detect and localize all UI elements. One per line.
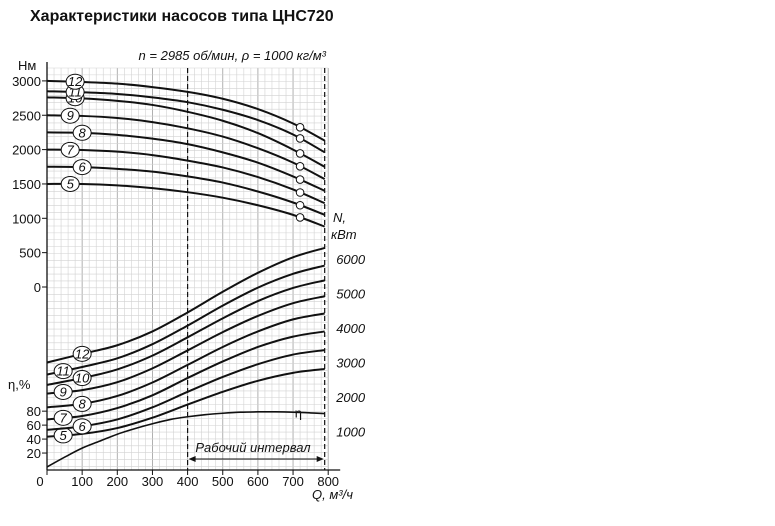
power-tick-label: 3000 [336, 356, 366, 371]
power-curve-label-6-bubble [72, 418, 92, 435]
power-tick-label: 2000 [335, 390, 366, 405]
head-curve-label-7-bubble [60, 141, 80, 158]
design-point-12 [295, 123, 305, 132]
head-curve-6 [46, 165, 326, 216]
head-curve-label-9: 9 [67, 108, 74, 123]
power-curve-label-8-bubble [72, 395, 92, 412]
power-curve-label-6: 6 [79, 419, 87, 434]
eff-tick-label: 40 [27, 432, 41, 447]
power-tick-label: 6000 [336, 252, 366, 267]
efficiency-curve-label: η [295, 405, 302, 420]
power-curve-label-7-bubble [53, 409, 73, 426]
head-curve-12 [46, 79, 326, 142]
head-curve-label-9-bubble [60, 107, 80, 124]
power-curve-label-5: 5 [60, 428, 68, 443]
eff-tick-label: 20 [27, 446, 41, 461]
chart-title: Характеристики насосов типа ЦНС720 [30, 8, 334, 25]
x-tick-label: 200 [106, 474, 128, 489]
power-curve-7 [46, 330, 325, 421]
working-range-label: Рабочий интервал [195, 440, 311, 455]
x-tick-label: 400 [177, 474, 199, 489]
power-curve-label-12-bubble [72, 345, 92, 362]
power-axis-label-line2: кВт [331, 227, 357, 242]
x-tick-label: 100 [71, 474, 93, 489]
head-tick-label: 2000 [12, 143, 41, 158]
subtitle: n = 2985 об/мин, ρ = 1000 кг/м³ [139, 48, 327, 63]
head-tick-label: 0 [34, 280, 41, 295]
power-curve-label-8: 8 [79, 396, 87, 411]
power-curve-label-10: 10 [75, 371, 90, 386]
head-curve-label-6-bubble [72, 159, 92, 176]
head-curve-label-7: 7 [67, 142, 75, 157]
head-tick-label: 2500 [12, 108, 41, 123]
power-curve-label-11: 11 [56, 364, 70, 379]
power-tick-label: 4000 [336, 321, 366, 336]
design-point-10 [295, 149, 305, 158]
power-curve-label-10-bubble [72, 370, 92, 387]
x-tick-label: 800 [317, 474, 339, 489]
design-point-8 [295, 175, 305, 184]
x-axis-label: Q, м³/ч [312, 487, 353, 502]
design-point-11 [295, 134, 305, 143]
efficiency-axis-label: η,% [8, 377, 31, 392]
power-curve-label-7: 7 [60, 410, 68, 425]
power-curve-label-9: 9 [60, 384, 67, 399]
design-point-9 [295, 162, 305, 171]
eff-tick-label: 60 [27, 418, 41, 433]
power-tick-label: 1000 [336, 425, 366, 440]
power-curve-label-9-bubble [53, 383, 73, 400]
head-tick-label: 1500 [12, 177, 41, 192]
head-curve-label-8: 8 [79, 125, 87, 140]
head-tick-label: 500 [19, 246, 41, 261]
working-range-arrow-head [316, 456, 324, 462]
head-curve-label-12: 12 [68, 74, 83, 89]
power-tick-label: 5000 [336, 287, 366, 302]
power-curve-label-12: 12 [75, 346, 90, 361]
x-tick-label: 600 [247, 474, 269, 489]
head-curve-label-5-bubble [60, 175, 80, 192]
design-point-7 [295, 188, 305, 197]
design-point-6 [295, 200, 305, 210]
power-curve-12 [46, 247, 325, 364]
working-range-arrow-head [188, 456, 196, 462]
x-tick-label: 0 [36, 474, 43, 489]
power-curve-label-11-bubble [53, 363, 73, 380]
head-curve-label-6: 6 [79, 160, 87, 175]
eff-tick-label: 80 [27, 404, 41, 419]
x-tick-label: 300 [142, 474, 164, 489]
head-curve-label-8-bubble [72, 124, 92, 141]
head-tick-label: 1000 [12, 211, 41, 226]
x-tick-label: 500 [212, 474, 234, 489]
head-curve-label-12-bubble [65, 73, 85, 90]
power-axis-label-line1: N, [333, 210, 346, 225]
design-point-5 [295, 213, 305, 222]
power-curve-10 [46, 279, 325, 386]
head-axis-label: Нм [18, 58, 36, 73]
head-curve-label-5: 5 [67, 176, 75, 191]
axes: 0 100 200 300 400 500 600 700 800 0 500 1000 1500 200… [12, 62, 366, 489]
head-tick-label: 3000 [12, 74, 41, 89]
curves: 5678910111256789101112η [46, 73, 326, 468]
x-tick-label: 700 [282, 474, 304, 489]
